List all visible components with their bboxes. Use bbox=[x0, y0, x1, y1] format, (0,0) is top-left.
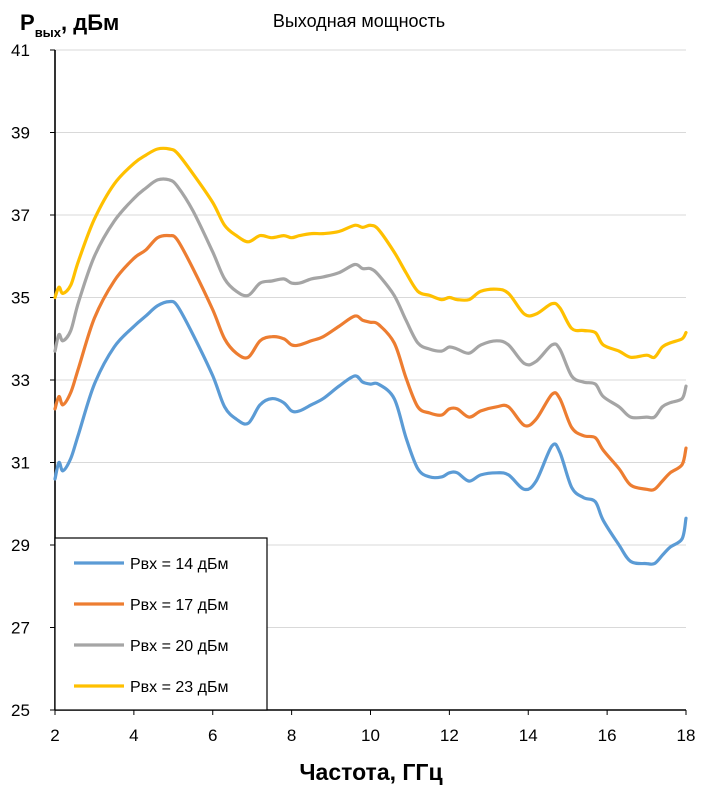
legend-label-3: Pвх = 20 дБм bbox=[130, 638, 228, 655]
series-line-1 bbox=[53, 299, 688, 566]
y-tick-label-29: 29 bbox=[11, 536, 30, 555]
y-tick-label-37: 37 bbox=[11, 206, 30, 225]
legend: Pвх = 14 дБм Pвх = 17 дБм Pвх = 20 дБм Pвх … bbox=[54, 537, 268, 711]
x-tick-label-10: 10 bbox=[361, 726, 380, 745]
x-tick-label-14: 14 bbox=[519, 726, 538, 745]
y-axis-label-main: P bbox=[20, 10, 35, 35]
legend-label-2: Pвх = 17 дБм bbox=[130, 597, 228, 614]
y-tick-label-25: 25 bbox=[11, 701, 30, 720]
y-tick-label-41: 41 bbox=[11, 41, 30, 60]
y-tick-label-31: 31 bbox=[11, 454, 30, 473]
series-lines bbox=[53, 146, 688, 566]
y-axis-label-sub: вых bbox=[35, 25, 62, 40]
x-tick-label-16: 16 bbox=[598, 726, 617, 745]
x-tick-label-18: 18 bbox=[677, 726, 696, 745]
y-tick-label-33: 33 bbox=[11, 371, 30, 390]
axes: 25 27 29 31 33 35 37 39 41 2 4 6 8 10 12 14 16 18 bbox=[11, 41, 695, 745]
y-axis-label: Pвых, дБм bbox=[20, 10, 119, 40]
labels: Выходная мощность Pвых, дБм Частота, ГГц bbox=[20, 10, 445, 785]
series-line-2 bbox=[53, 233, 688, 492]
x-tick-label-6: 6 bbox=[208, 726, 217, 745]
legend-label-1: Pвх = 14 дБм bbox=[130, 556, 228, 573]
x-tick-label-4: 4 bbox=[129, 726, 138, 745]
x-tick-label-8: 8 bbox=[287, 726, 296, 745]
series-line-3 bbox=[53, 177, 688, 420]
legend-box bbox=[54, 537, 268, 711]
y-tick-label-27: 27 bbox=[11, 619, 30, 638]
series-line-4 bbox=[53, 146, 688, 360]
x-axis-label: Частота, ГГц bbox=[299, 759, 442, 785]
x-tick-label-2: 2 bbox=[50, 726, 59, 745]
chart-title: Выходная мощность bbox=[273, 11, 445, 31]
y-tick-label-35: 35 bbox=[11, 289, 30, 308]
x-tick-label-12: 12 bbox=[440, 726, 459, 745]
legend-label-4: Pвх = 23 дБм bbox=[130, 679, 228, 696]
y-tick-label-39: 39 bbox=[11, 124, 30, 143]
y-axis-label-unit: , дБм bbox=[61, 10, 119, 35]
